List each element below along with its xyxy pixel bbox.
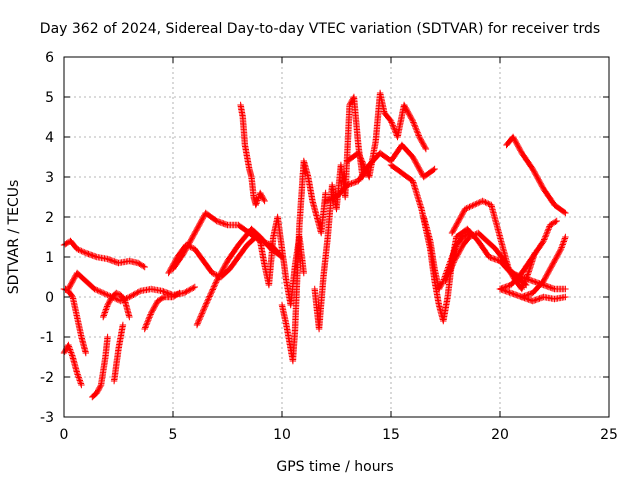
series-arc-14 — [278, 157, 329, 365]
y-tick-label: -2 — [40, 370, 54, 386]
x-tick-label: 10 — [273, 427, 291, 443]
series-arc-10 — [165, 233, 259, 281]
plot-frame — [63, 56, 610, 418]
chart-title: Day 362 of 2024, Sidereal Day-to-day VTE… — [40, 21, 600, 37]
y-tick-label: 1 — [45, 250, 54, 266]
y-axis-label: SDTVAR / TECUs — [6, 180, 22, 295]
series-arc-22 — [453, 225, 569, 293]
series-arc-12 — [237, 101, 268, 209]
x-tick-label: 20 — [491, 427, 509, 443]
x-tick-label: 25 — [600, 427, 618, 443]
tick-labels: 0 5 10 15 20 25 -3 -2 -1 0 1 2 3 4 5 6 — [40, 50, 618, 443]
series-arc-7 — [110, 321, 127, 385]
x-tick-label: 5 — [169, 427, 178, 443]
series-arc-15 — [311, 93, 371, 333]
y-tick-label: 0 — [45, 290, 54, 306]
series-arc-24 — [503, 133, 569, 217]
y-tick-label: 5 — [45, 90, 54, 106]
data-marks — [60, 89, 569, 401]
x-tick-label: 0 — [60, 427, 69, 443]
x-tick-label: 15 — [382, 427, 400, 443]
y-tick-label: -1 — [40, 330, 54, 346]
series-arc-17 — [344, 89, 430, 181]
y-tick-label: 3 — [45, 170, 54, 186]
series-arc-5 — [89, 333, 111, 401]
y-tick-label: 4 — [45, 130, 54, 146]
y-tick-label: 2 — [45, 210, 54, 226]
series-arc-26 — [518, 293, 569, 305]
axis-ticks — [63, 56, 610, 418]
y-tick-label: -3 — [40, 410, 54, 426]
series-arc-8 — [141, 289, 183, 333]
series-arc-11 — [193, 225, 286, 329]
y-tick-label: 6 — [45, 50, 54, 66]
x-axis-label: GPS time / hours — [276, 459, 393, 475]
series-arc-6 — [100, 289, 133, 321]
